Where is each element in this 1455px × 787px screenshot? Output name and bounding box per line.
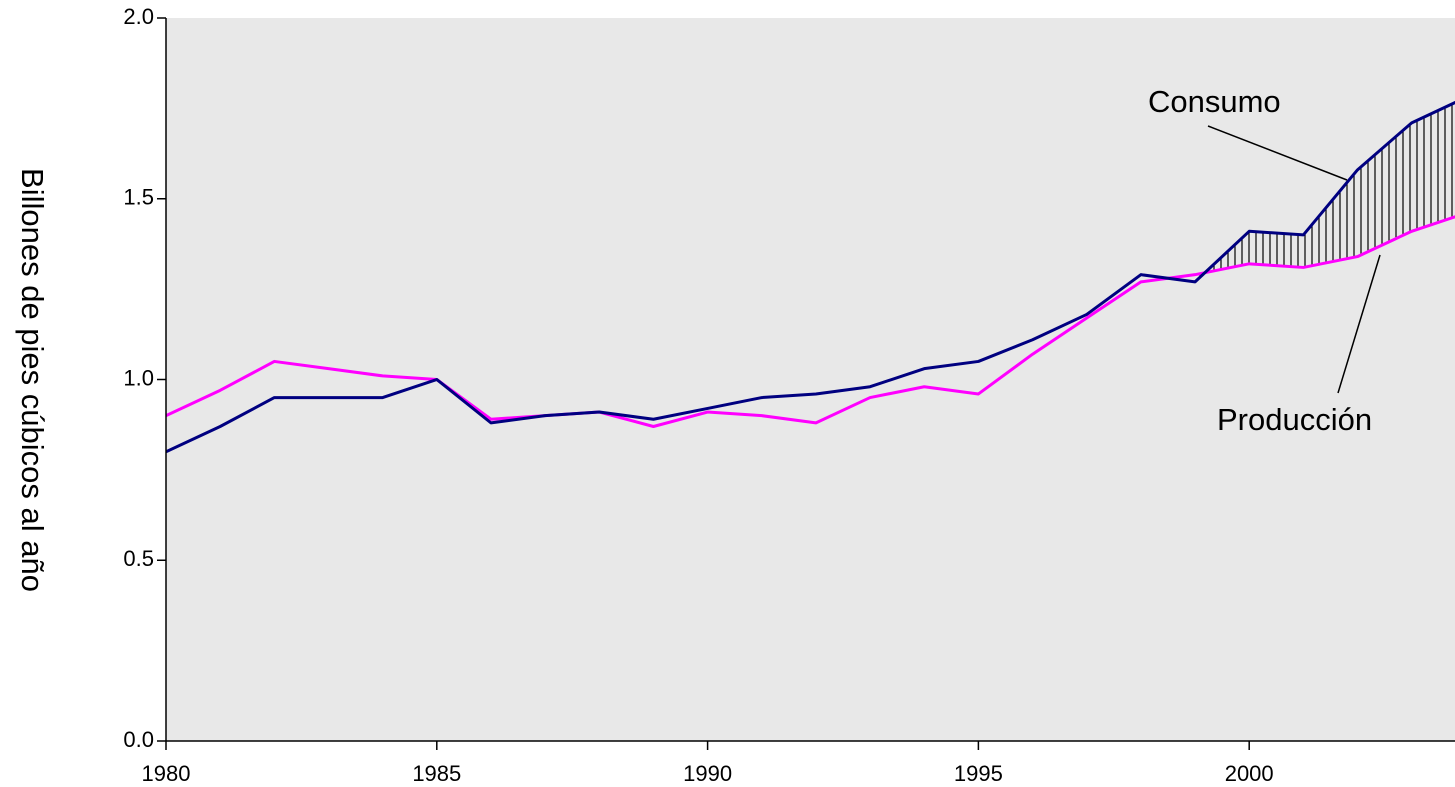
y-tick-label: 2.0 <box>123 4 154 29</box>
series-line <box>166 215 1455 428</box>
x-tick-label: 2000 <box>1225 761 1274 786</box>
annotation: Producción <box>1217 402 1372 437</box>
y-axis-label: Billones de pies cúbicos al año <box>15 168 50 592</box>
x-tick-label: 1990 <box>683 761 732 786</box>
leader-line <box>1207 125 1348 181</box>
x-tick-label: 1985 <box>412 761 461 786</box>
leader-line <box>1337 254 1381 394</box>
series-line <box>166 100 1455 454</box>
y-tick-label: 0.0 <box>123 727 154 752</box>
y-tick-label: 0.5 <box>123 546 154 571</box>
x-tick-label: 1995 <box>954 761 1003 786</box>
plot-area <box>166 18 1455 741</box>
y-tick-label: 1.0 <box>123 365 154 390</box>
gap-area <box>1195 102 1455 282</box>
annotation: Consumo <box>1148 84 1281 119</box>
x-tick-label: 1980 <box>142 761 191 786</box>
y-tick-label: 1.5 <box>123 185 154 210</box>
